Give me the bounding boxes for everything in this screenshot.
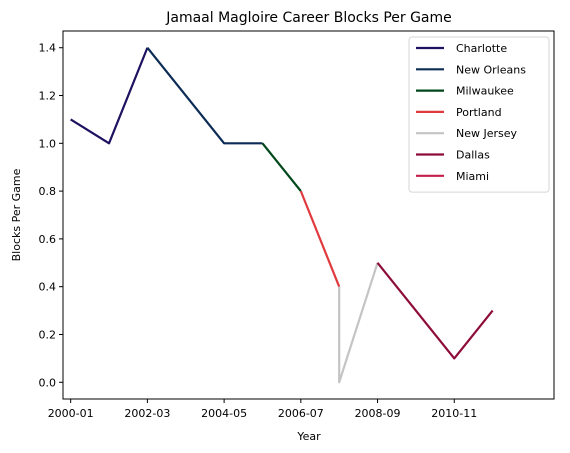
legend-label: Miami [456, 170, 489, 183]
y-tick-label: 0.8 [39, 185, 57, 198]
legend-label: Milwaukee [456, 85, 514, 98]
plot-frame [62, 30, 555, 400]
series-line-charlotte [70, 47, 149, 145]
series-line-milwaukee [261, 142, 302, 192]
y-tick-label: 0.2 [39, 328, 57, 341]
legend-label: New Orleans [456, 63, 526, 76]
legend-label: Charlotte [456, 42, 507, 55]
y-tick-label: 1.0 [39, 137, 57, 150]
series-line-portland [299, 190, 341, 288]
series-line-new-jersey [338, 262, 379, 384]
x-tick-label: 2008-09 [355, 407, 401, 420]
x-tick-label: 2004-05 [201, 407, 247, 420]
chart-title: Jamaal Magloire Career Blocks Per Game [165, 10, 452, 26]
y-tick-label: 1.4 [39, 42, 57, 55]
series-line-dallas [376, 262, 494, 360]
y-tick-label: 0.6 [39, 233, 57, 246]
y-axis-label: Blocks Per Game [10, 168, 23, 261]
plot-area [70, 47, 494, 384]
x-tick-label: 2006-07 [278, 407, 324, 420]
x-tick-label: 2000-01 [48, 407, 94, 420]
legend-label: Dallas [456, 149, 490, 162]
x-tick-label: 2002-03 [124, 407, 170, 420]
x-tick-label: 2010-11 [431, 407, 477, 420]
y-tick-label: 0.0 [39, 376, 57, 389]
legend-label: Portland [456, 106, 502, 119]
legend-box [408, 36, 550, 193]
y-tick-label: 0.4 [39, 281, 57, 294]
series-line-new-orleans [146, 47, 263, 145]
axes: 2000-01 2002-03 2004-05 2006-07 2008-09 2010-… [39, 30, 555, 420]
x-axis-label: Year [296, 430, 321, 443]
y-tick-label: 1.2 [39, 90, 57, 103]
legend: Charlotte New Orleans Milwaukee Portland New… [408, 36, 550, 193]
legend-label: New Jersey [456, 127, 518, 140]
